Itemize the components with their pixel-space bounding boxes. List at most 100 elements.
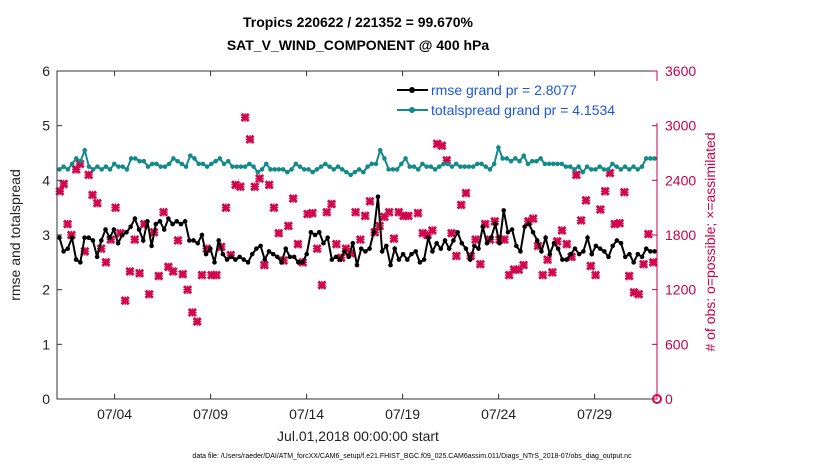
series-point: [572, 167, 577, 172]
series-point: [275, 254, 280, 260]
series-point: [270, 251, 276, 257]
assimilated-obs-marker: [350, 207, 361, 217]
series-point: [187, 238, 192, 243]
series-point: [280, 167, 286, 172]
assimilated-obs-marker: [101, 257, 111, 267]
series-point: [375, 194, 381, 200]
series-point: [316, 229, 322, 235]
series-point: [187, 153, 193, 159]
series-point: [467, 257, 473, 262]
series-point: [200, 161, 206, 167]
series-point: [424, 164, 429, 169]
series-point: [174, 219, 180, 224]
series-point: [279, 260, 284, 265]
series-point: [154, 161, 159, 167]
series-point: [363, 249, 368, 254]
series-point: [90, 167, 96, 172]
series-point: [432, 167, 438, 172]
series-point: [367, 246, 372, 251]
assimilated-obs-marker: [197, 270, 207, 280]
series-point: [400, 251, 406, 257]
series-point: [191, 238, 196, 243]
series-point: [563, 164, 569, 169]
series-point: [648, 156, 653, 161]
assimilated-obs-marker: [158, 207, 169, 217]
assimilated-obs-marker: [259, 260, 269, 270]
assimilated-obs-marker: [475, 259, 485, 269]
assimilated-obs-marker: [182, 285, 193, 295]
series-point: [247, 161, 252, 167]
series-point: [352, 169, 358, 175]
assimilated-obs-marker: [87, 190, 98, 200]
assimilated-obs-marker: [619, 187, 629, 197]
series-point: [593, 167, 598, 172]
assimilated-obs-marker: [326, 199, 337, 209]
assimilated-obs-marker: [562, 239, 572, 249]
series-point: [69, 161, 75, 167]
series-point: [639, 164, 645, 169]
series-point: [627, 251, 632, 257]
series-point: [225, 158, 231, 164]
series-point: [458, 164, 463, 169]
series-point: [158, 164, 164, 169]
assimilated-obs-marker: [288, 193, 298, 204]
series-point: [643, 246, 649, 251]
assimilated-obs-marker: [144, 289, 154, 299]
series-layer: [57, 144, 657, 268]
series-point: [421, 257, 427, 262]
series-point: [463, 246, 469, 251]
series-point: [95, 164, 100, 169]
series-point: [314, 167, 320, 172]
assimilated-obs-marker: [120, 296, 130, 306]
series-point: [361, 169, 366, 175]
x-tick-label: 07/09: [193, 406, 228, 422]
series-point: [203, 251, 209, 257]
series-point: [618, 167, 624, 172]
series-point: [652, 156, 657, 161]
series-point: [445, 161, 451, 167]
series-point: [517, 158, 522, 164]
series-point: [65, 246, 71, 251]
series-point: [462, 164, 467, 169]
assimilated-obs-marker: [571, 170, 581, 180]
series-point: [61, 164, 66, 169]
rmse-series: [57, 194, 657, 268]
assimilated-obs-marker: [547, 267, 557, 277]
series-point: [268, 167, 273, 172]
series-point: [228, 254, 234, 260]
assimilated-obs-marker: [638, 259, 649, 269]
assimilated-obs-marker: [168, 266, 178, 277]
series-point: [204, 164, 210, 169]
series-point: [285, 169, 290, 175]
series-point: [137, 158, 142, 164]
series-point: [111, 161, 117, 167]
series-point: [550, 161, 556, 167]
x-tick-label: 07/29: [577, 406, 612, 422]
series-point: [631, 260, 636, 265]
series-point: [407, 164, 413, 169]
series-point: [128, 156, 134, 161]
series-point: [145, 164, 151, 169]
assimilated-obs-marker: [557, 225, 567, 236]
series-point: [166, 161, 172, 167]
series-point: [543, 235, 548, 241]
assimilated-obs-marker: [192, 316, 202, 327]
assimilated-obs-marker: [451, 251, 461, 261]
series-point: [318, 164, 324, 169]
series-point: [119, 232, 125, 238]
y-right-tick-label: 0: [665, 391, 673, 407]
series-point: [396, 257, 402, 262]
series-point: [86, 164, 92, 169]
series-point: [572, 246, 578, 251]
series-point: [622, 164, 628, 169]
series-point: [57, 235, 62, 241]
assimilated-obs-marker: [643, 229, 653, 239]
series-point: [512, 156, 518, 161]
assimilated-obs-marker: [437, 141, 447, 151]
series-point: [505, 229, 511, 235]
assimilated-obs-marker: [528, 214, 538, 224]
series-point: [251, 164, 256, 169]
series-point: [365, 164, 370, 169]
series-point: [390, 167, 396, 172]
series-point: [451, 238, 456, 243]
